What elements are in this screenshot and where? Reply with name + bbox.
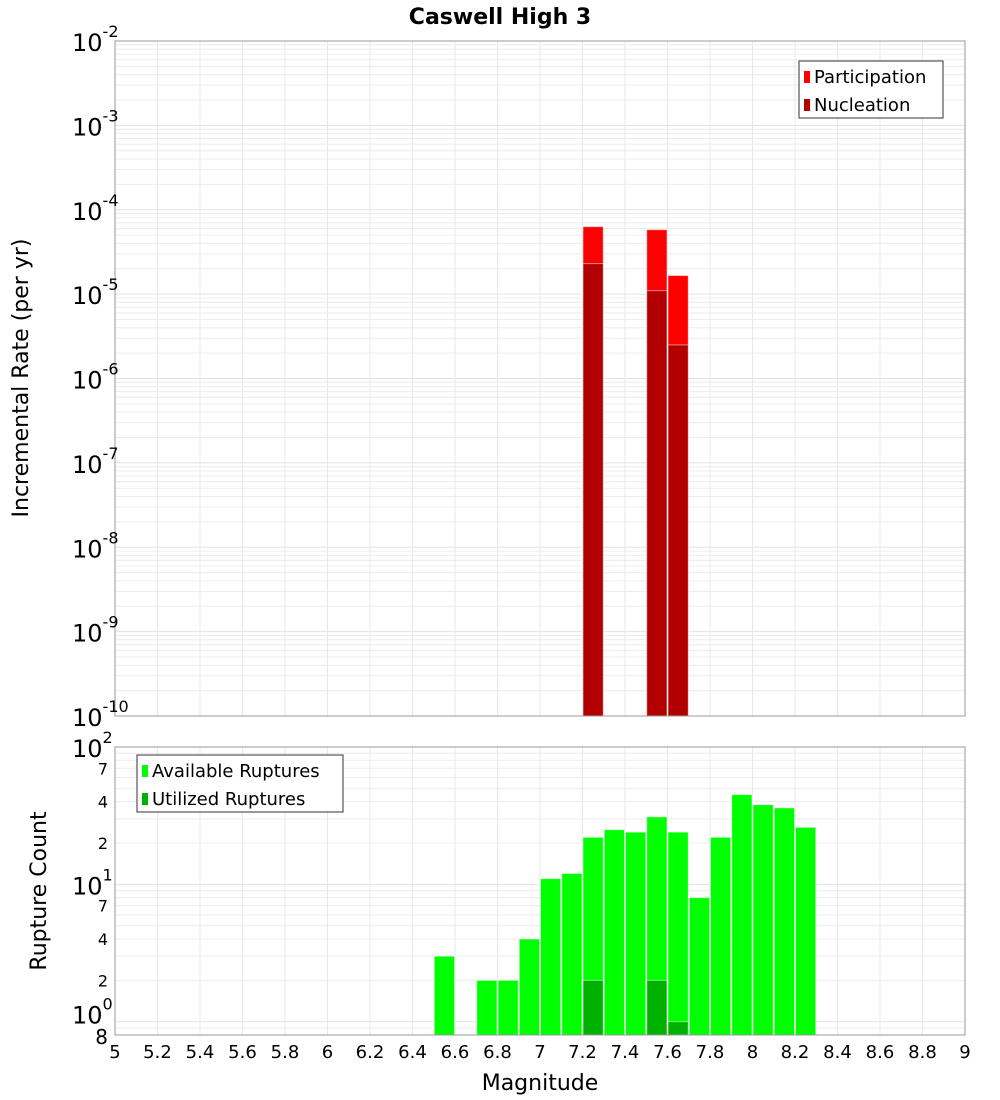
available-ruptures-bar xyxy=(752,804,774,1036)
x-tick-label: 7.2 xyxy=(568,1042,597,1063)
x-tick-label: 7.8 xyxy=(696,1042,725,1063)
x-tick-label: 6.6 xyxy=(441,1042,470,1063)
top-legend-label: Nucleation xyxy=(814,95,910,116)
top-y-tick-label: 10-5 xyxy=(72,275,119,310)
x-tick-label: 8 xyxy=(747,1042,758,1063)
top-y-tick-label: 10-10 xyxy=(72,697,129,732)
available-ruptures-bar xyxy=(667,831,689,1036)
x-tick-label: 7.4 xyxy=(611,1042,640,1063)
bottom-legend-swatch xyxy=(142,765,148,777)
top-y-tick-label: 10-9 xyxy=(72,613,119,648)
utilized-ruptures-bar xyxy=(582,979,604,1036)
top-y-tick-label: 10-6 xyxy=(72,360,119,395)
bottom-y-minor-tick-label: 4 xyxy=(98,793,108,812)
available-ruptures-bar xyxy=(561,872,583,1036)
bottom-y-minor-tick-label: 8 xyxy=(95,1025,108,1049)
top-y-tick-label: 10-4 xyxy=(72,191,119,226)
bottom-legend-label: Utilized Ruptures xyxy=(152,789,305,810)
top-plot-frame xyxy=(114,40,966,717)
available-ruptures-bar xyxy=(603,829,625,1036)
top-y-tick-label: 10-7 xyxy=(72,444,119,479)
bottom-y-tick-label: 101 xyxy=(72,865,113,900)
nucleation-bar xyxy=(667,344,689,717)
available-ruptures-bar xyxy=(497,979,519,1036)
top-y-tick-label: 10-3 xyxy=(72,106,119,141)
available-ruptures-bar xyxy=(688,897,710,1036)
x-tick-label: 5.8 xyxy=(271,1042,300,1063)
x-tick-label: 7.6 xyxy=(653,1042,682,1063)
top-legend-label: Participation xyxy=(814,67,926,88)
x-tick-label: 6.8 xyxy=(483,1042,512,1063)
available-ruptures-bar xyxy=(773,807,795,1036)
top-legend-swatch xyxy=(804,71,810,83)
available-ruptures-bar xyxy=(433,955,455,1036)
top-legend xyxy=(798,60,944,119)
available-ruptures-bar xyxy=(476,979,498,1036)
x-tick-label: 5.2 xyxy=(143,1042,172,1063)
nucleation-bar xyxy=(646,290,668,717)
bottom-y-minor-tick-label: 4 xyxy=(98,930,108,949)
x-tick-label: 5.6 xyxy=(228,1042,257,1063)
available-ruptures-bar xyxy=(540,878,562,1036)
bottom-y-minor-tick-label: 7 xyxy=(98,759,108,778)
chart-title: Caswell High 3 xyxy=(409,5,591,30)
top-legend-swatch xyxy=(804,99,810,111)
utilized-ruptures-bar xyxy=(646,979,668,1036)
bottom-legend-label: Available Ruptures xyxy=(152,761,320,782)
utilized-ruptures-bar xyxy=(667,1021,689,1036)
top-y-tick-label: 10-8 xyxy=(72,528,119,563)
top-y-tick-label: 10-2 xyxy=(72,22,119,57)
available-ruptures-bar xyxy=(795,826,817,1036)
x-tick-label: 8.8 xyxy=(908,1042,937,1063)
bottom-y-axis-label: Rupture Count xyxy=(27,811,52,971)
x-axis-label: Magnitude xyxy=(482,1071,599,1096)
x-tick-label: 9 xyxy=(959,1042,970,1063)
available-ruptures-bar xyxy=(625,831,647,1036)
bottom-y-tick-label: 100 xyxy=(72,995,113,1030)
nucleation-bar xyxy=(582,263,604,717)
x-tick-label: 5 xyxy=(109,1042,120,1063)
x-tick-label: 5.4 xyxy=(186,1042,215,1063)
x-tick-label: 8.6 xyxy=(866,1042,895,1063)
x-tick-label: 6.2 xyxy=(356,1042,385,1063)
available-ruptures-bar xyxy=(518,938,540,1036)
bottom-y-minor-tick-label: 7 xyxy=(98,897,108,916)
x-tick-label: 8.4 xyxy=(823,1042,852,1063)
available-ruptures-bar xyxy=(731,794,753,1036)
bottom-y-minor-tick-label: 2 xyxy=(98,834,108,853)
x-tick-label: 8.2 xyxy=(781,1042,810,1063)
available-ruptures-bar xyxy=(710,836,732,1036)
x-tick-label: 7 xyxy=(534,1042,545,1063)
top-y-axis-label: Incremental Rate (per yr) xyxy=(9,239,34,518)
x-tick-label: 6 xyxy=(322,1042,333,1063)
bottom-y-minor-tick-label: 2 xyxy=(98,971,108,990)
bottom-legend xyxy=(136,754,344,813)
bottom-legend-swatch xyxy=(142,793,148,805)
x-tick-label: 6.4 xyxy=(398,1042,427,1063)
bottom-plot-frame xyxy=(114,746,966,1036)
bottom-y-tick-label: 102 xyxy=(72,728,113,763)
